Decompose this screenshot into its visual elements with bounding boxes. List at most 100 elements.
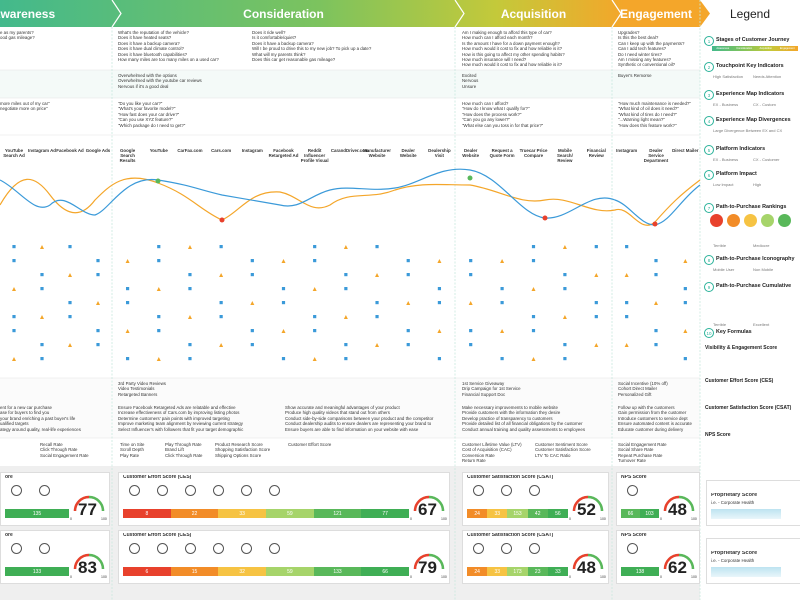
legend-stage: Engagement — [779, 47, 795, 50]
platform-square — [68, 245, 72, 249]
gauge — [663, 495, 695, 512]
stage-title: Acquisition — [500, 6, 567, 21]
segment-bar: 6 15 32 59 133 66 — [123, 567, 410, 576]
gauge — [413, 553, 445, 570]
platform-square — [563, 273, 567, 277]
platform-triangle — [500, 259, 505, 263]
platform-square — [40, 287, 44, 291]
list-item: ent for a new car purchase — [0, 405, 52, 410]
platform-square — [344, 287, 348, 291]
list-item: Overwhelmed with the youtube car reviews — [118, 78, 202, 84]
list-item: Cohort Direct Mailer — [618, 386, 658, 392]
icon — [529, 543, 540, 554]
platform-square — [40, 357, 44, 361]
segment: 33 — [547, 567, 569, 576]
list-item: Unsure — [462, 83, 477, 89]
proprietary-title: Proprietary Score — [711, 493, 758, 498]
gauge-min: 0 — [410, 517, 412, 521]
platform-square — [625, 315, 629, 319]
platform-square — [531, 259, 536, 263]
platform-square — [157, 259, 161, 263]
proprietary-card: Proprietary Score i.e. - Corporate Health — [706, 480, 800, 526]
icon — [501, 485, 512, 496]
legend-item-title: Stages of Customer Journey — [716, 37, 790, 43]
gauge-min: 0 — [70, 575, 72, 579]
platform-triangle — [125, 329, 130, 333]
touchpoint-label: Facebook Ad — [56, 148, 84, 153]
platform-square — [125, 357, 130, 361]
list-item: "How does this feature work?" — [618, 122, 677, 128]
platform-triangle — [312, 357, 317, 361]
platform-square — [531, 245, 536, 249]
legend-stage-bar: Awareness Consideration Acquisition Engagem… — [712, 46, 798, 51]
emotion-row — [0, 70, 700, 98]
gauge-max: 100 — [691, 575, 697, 579]
list-item: "What's your favorite model?" — [118, 106, 176, 112]
platform-square — [219, 301, 223, 305]
platform-square — [437, 301, 442, 305]
list-item: Play Through Rate — [165, 442, 202, 447]
header-bar — [0, 0, 710, 27]
list-item: How much can I afford? — [462, 101, 509, 106]
platform-triangle — [683, 329, 688, 333]
platform-triangle — [343, 245, 348, 249]
score-title: NPS Score — [621, 533, 647, 538]
icon — [129, 543, 140, 554]
list-item: Time on Site — [120, 442, 145, 447]
score-title: Customer Satisfaction Score (CSAT) — [467, 475, 554, 480]
score-title: Customer Effort Score (CES) — [123, 533, 192, 538]
segment: 33 — [487, 567, 508, 576]
list-item: Improve marketing team alignment by revi… — [118, 421, 243, 427]
legend-item-title: Platform Impact — [716, 171, 757, 177]
icon — [627, 543, 638, 554]
list-item: Develop practice of transparency to cust… — [462, 415, 553, 421]
gauge — [413, 495, 445, 512]
legend-label: Mobile User — [713, 267, 735, 272]
list-item: "How much maintenance is needed?" — [618, 101, 691, 106]
platform-triangle — [500, 329, 505, 333]
legend-label: Mediocre — [753, 243, 770, 248]
score-card: NPS Score 138 62 0 100 — [616, 530, 700, 584]
list-item: "What kind of tires do I need?" — [618, 111, 678, 117]
list-item: negotiate more on price" — [0, 106, 48, 112]
list-item: Customer Lifetime Value (LTV) — [462, 442, 522, 447]
legend-label: EX - Business — [713, 102, 739, 107]
stage-title: Consideration — [243, 6, 324, 21]
action-row — [0, 378, 700, 438]
platform-square — [250, 329, 254, 333]
touchpoint-label: Dealership Visit — [428, 148, 451, 158]
score-card: ore 135 77 0 100 — [0, 472, 110, 526]
ranking-face — [710, 214, 723, 227]
formula-title: Customer Effort Score (CES) — [705, 378, 774, 384]
platform-square — [157, 315, 161, 319]
segment: 42 — [527, 509, 548, 518]
proprietary-band — [711, 567, 781, 577]
platform-square — [375, 301, 379, 305]
stage-title: Engagement — [619, 6, 692, 21]
legend-item-title: Experience Map Indicators — [716, 91, 785, 97]
icon — [11, 543, 22, 554]
list-item: ategy around quality, real-life experien… — [0, 426, 81, 432]
legend-item-title: Path-to-Purchase Iconography — [716, 256, 795, 262]
list-item: Financial Support Doc — [462, 391, 506, 397]
list-item: Provide detailed list of all financial o… — [462, 421, 583, 427]
platform-square — [469, 273, 473, 277]
segment-bar: 24 33 153 42 56 — [467, 509, 569, 518]
legend-title: Legend — [729, 6, 771, 21]
segment: 133 — [5, 567, 69, 576]
gauge-min: 0 — [70, 517, 72, 521]
legend-label: Terrible — [713, 243, 727, 248]
list-item: Nervous if it's a good deal — [118, 83, 169, 89]
icon — [39, 543, 50, 554]
icon — [157, 485, 168, 496]
list-item: Is this the best deal? — [618, 35, 659, 41]
touchpoint-label: Google Search Results — [119, 148, 136, 163]
platform-square — [500, 301, 504, 305]
platform-triangle — [219, 273, 224, 277]
list-item: Shopping Satisfaction Score — [215, 447, 271, 453]
segment: 77 — [361, 509, 410, 518]
list-item: Provide customers with the information t… — [462, 410, 561, 416]
touchpoint-label: Reddit Influencer Profile Visual — [300, 148, 329, 163]
platform-square — [12, 329, 16, 333]
